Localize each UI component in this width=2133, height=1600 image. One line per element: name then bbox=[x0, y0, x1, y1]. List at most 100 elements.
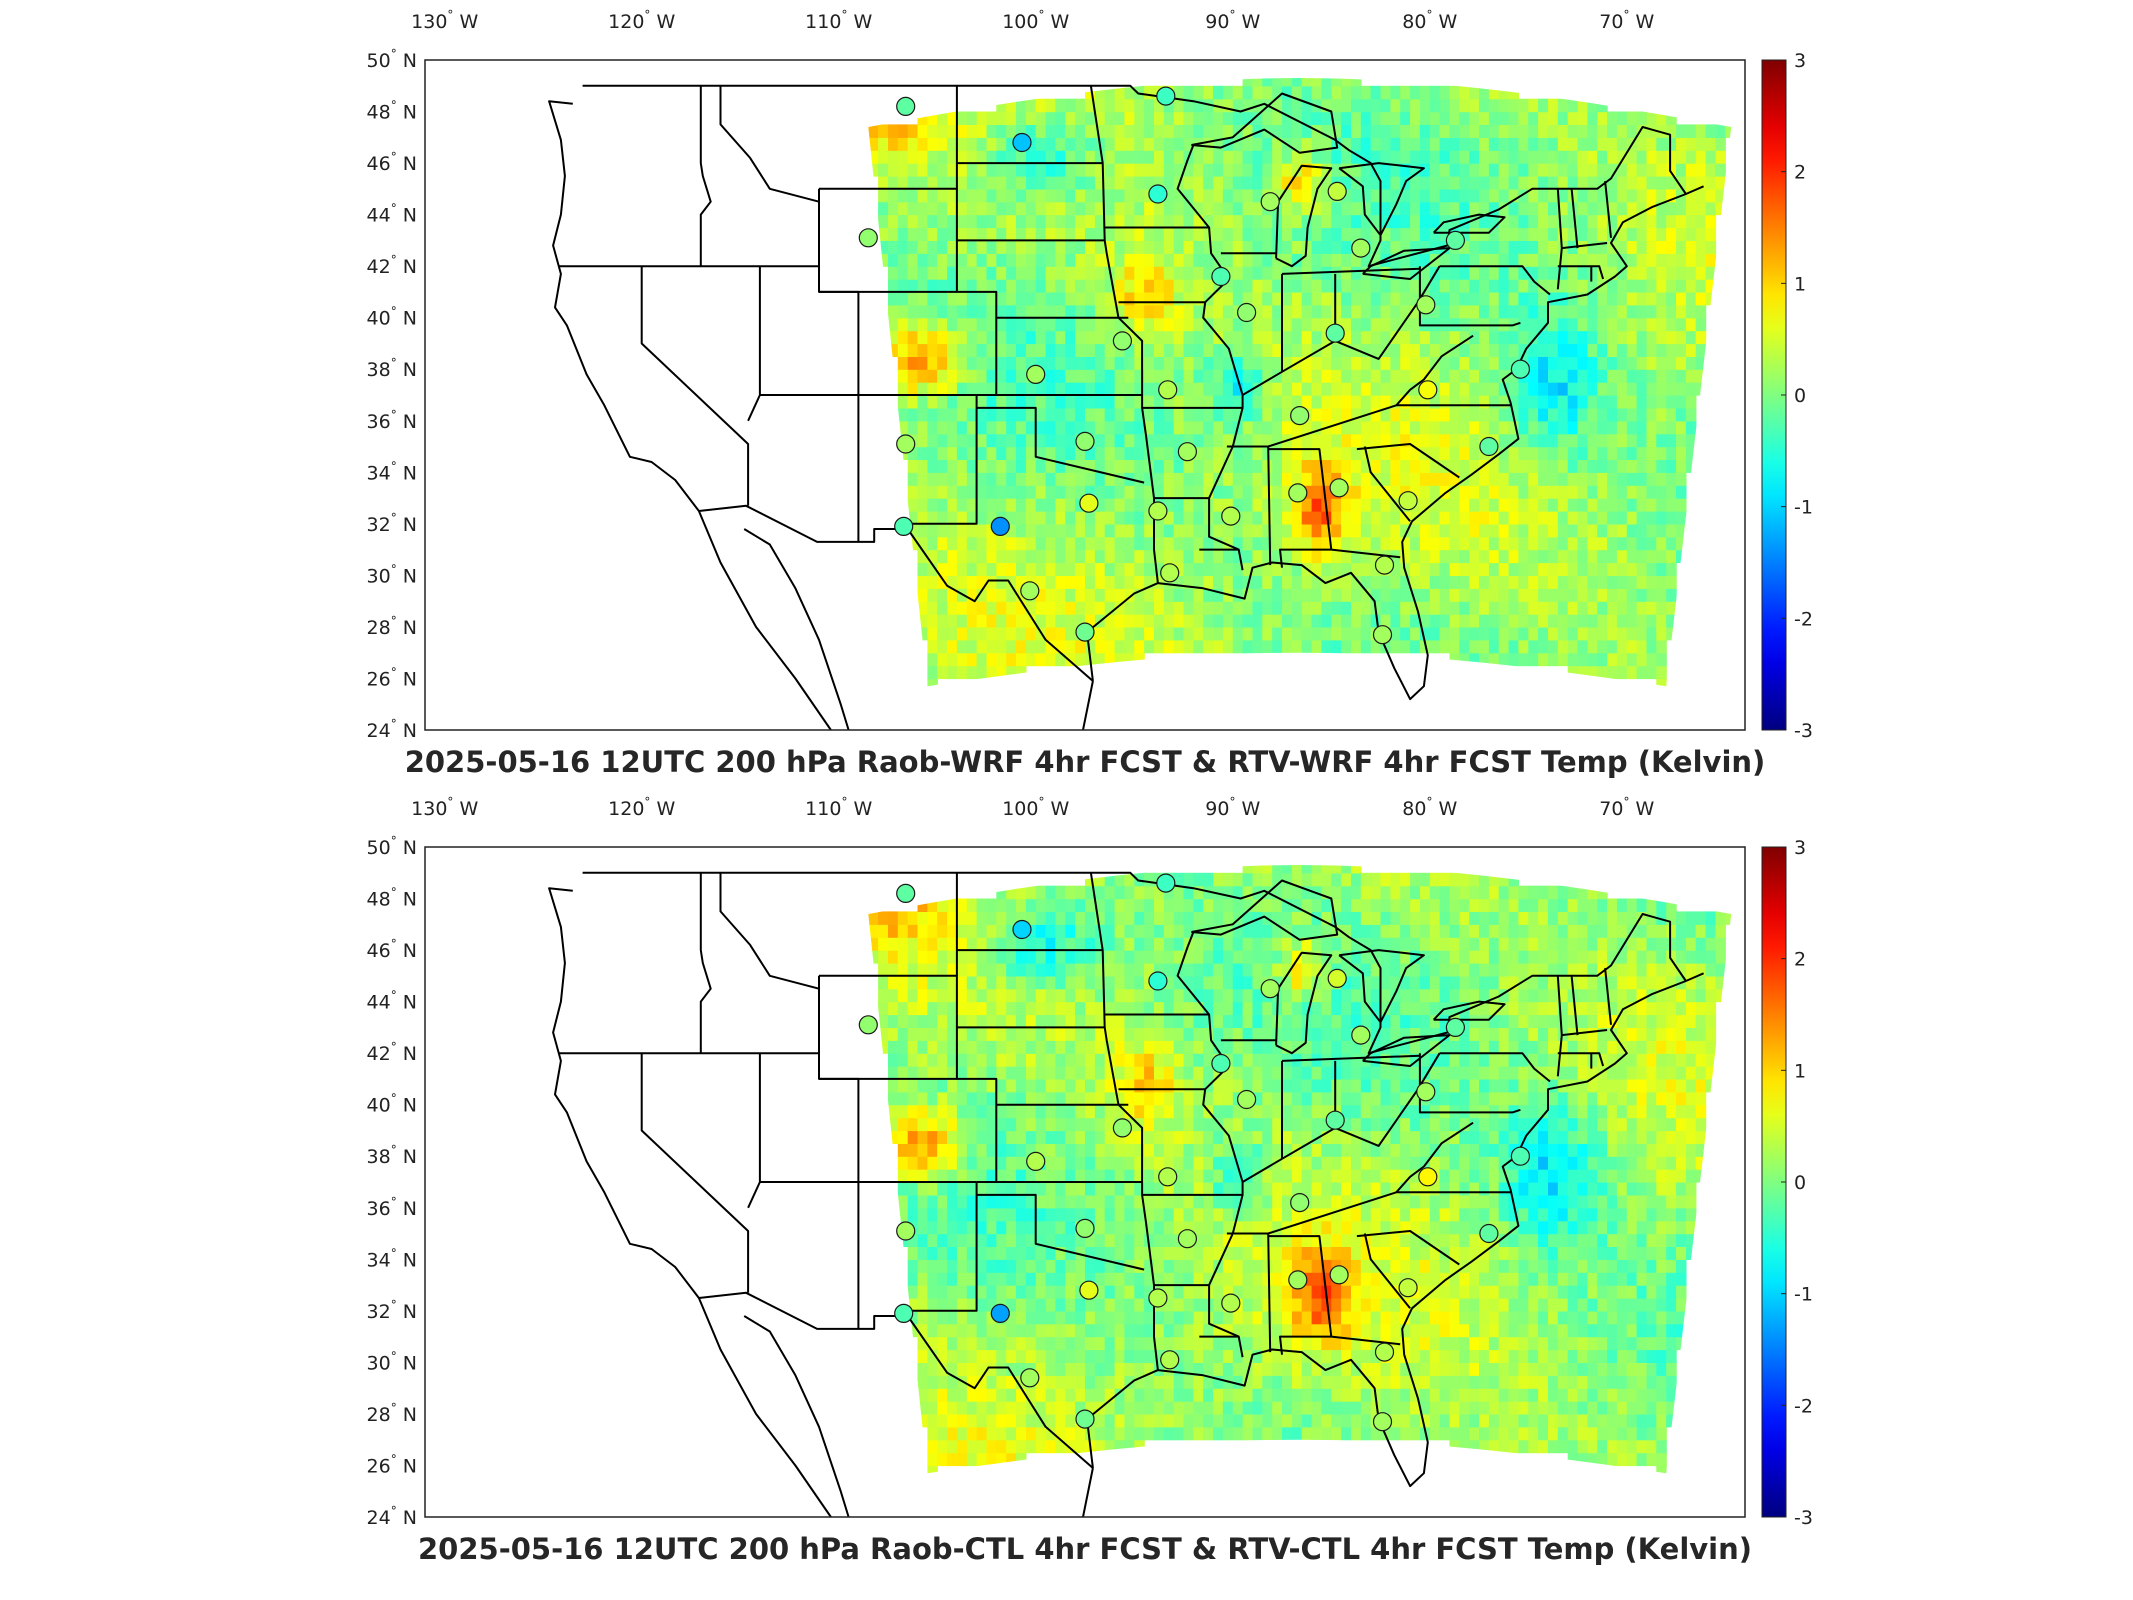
field-cell bbox=[1557, 395, 1569, 409]
field-cell bbox=[1607, 188, 1618, 203]
field-cell bbox=[1400, 536, 1411, 551]
field-cell bbox=[1557, 433, 1569, 448]
field-cell bbox=[1242, 549, 1254, 564]
field-cell bbox=[1607, 485, 1618, 499]
station-marker bbox=[1398, 491, 1418, 511]
field-cell bbox=[956, 1349, 968, 1363]
field-cell bbox=[1016, 1194, 1027, 1209]
field-cell bbox=[1400, 420, 1411, 435]
field-cell bbox=[1557, 549, 1569, 564]
field-cell bbox=[1508, 137, 1520, 151]
field-cell bbox=[1282, 291, 1293, 306]
field-cell bbox=[1183, 279, 1194, 293]
field-cell bbox=[1479, 266, 1490, 280]
field-cell bbox=[1341, 420, 1352, 435]
field-cell bbox=[1291, 111, 1303, 125]
field-cell bbox=[1331, 266, 1342, 280]
field-cell bbox=[1636, 382, 1648, 396]
field-cell bbox=[1538, 201, 1549, 216]
field-cell bbox=[1114, 188, 1126, 203]
field-cell bbox=[1124, 407, 1135, 422]
field-cell bbox=[1419, 523, 1431, 538]
field-cell bbox=[1055, 1426, 1066, 1441]
field-cell bbox=[1094, 291, 1106, 306]
field-cell bbox=[1183, 98, 1194, 113]
field-cell bbox=[1045, 1336, 1057, 1351]
field-cell bbox=[1479, 601, 1490, 615]
field-cell bbox=[1626, 382, 1638, 396]
field-cell bbox=[1341, 472, 1352, 486]
field-cell bbox=[1449, 266, 1460, 280]
field-cell bbox=[1597, 523, 1608, 538]
field-cell bbox=[1469, 588, 1480, 602]
field-cell bbox=[1016, 988, 1027, 1003]
field-cell bbox=[1075, 1091, 1086, 1106]
field-cell bbox=[1360, 459, 1372, 473]
field-cell bbox=[1193, 356, 1204, 370]
field-cell bbox=[1666, 382, 1677, 396]
field-cell bbox=[1025, 1285, 1037, 1299]
field-cell bbox=[1065, 1259, 1076, 1273]
field-cell bbox=[937, 1375, 948, 1389]
field-cell bbox=[1488, 420, 1500, 435]
field-cell bbox=[1380, 472, 1391, 486]
field-cell bbox=[996, 266, 1007, 280]
field-cell bbox=[1351, 601, 1362, 615]
field-cell bbox=[966, 1336, 978, 1351]
field-cell bbox=[1607, 459, 1618, 473]
field-cell bbox=[917, 1349, 928, 1363]
field-cell bbox=[956, 614, 968, 628]
field-cell bbox=[1676, 395, 1687, 409]
field-cell bbox=[1390, 85, 1401, 100]
field-cell bbox=[1429, 614, 1441, 628]
field-cell bbox=[1055, 1246, 1066, 1260]
field-cell bbox=[1242, 485, 1254, 499]
field-cell bbox=[1193, 601, 1204, 615]
field-cell bbox=[1065, 1375, 1076, 1389]
field-cell bbox=[1429, 124, 1441, 138]
field-cell bbox=[1282, 330, 1293, 345]
field-cell bbox=[897, 304, 909, 319]
field-cell bbox=[1065, 330, 1076, 345]
field-cell bbox=[1213, 575, 1224, 589]
field-cell bbox=[1459, 511, 1470, 525]
field-cell bbox=[1626, 356, 1638, 370]
field-cell bbox=[1469, 356, 1480, 370]
field-cell bbox=[1557, 214, 1569, 229]
field-cell bbox=[1085, 85, 1096, 100]
field-cell bbox=[1518, 407, 1529, 422]
field-cell bbox=[1045, 1156, 1057, 1170]
field-cell bbox=[917, 626, 928, 641]
field-cell bbox=[1498, 498, 1510, 512]
field-cell bbox=[907, 176, 919, 190]
field-cell bbox=[1163, 137, 1175, 151]
field-cell bbox=[1370, 575, 1382, 589]
field-cell bbox=[1242, 279, 1254, 293]
field-cell bbox=[1154, 924, 1165, 938]
field-cell bbox=[996, 1027, 1007, 1041]
field-cell bbox=[1429, 523, 1441, 538]
field-cell bbox=[1597, 176, 1608, 190]
field-cell bbox=[1114, 536, 1126, 551]
field-cell bbox=[1666, 588, 1677, 602]
field-cell bbox=[1311, 188, 1323, 203]
field-cell bbox=[966, 1310, 978, 1325]
field-cell bbox=[1597, 511, 1608, 525]
field-cell bbox=[1055, 1130, 1066, 1144]
field-cell bbox=[878, 1040, 889, 1054]
field-cell bbox=[1676, 214, 1687, 229]
field-cell bbox=[947, 1323, 958, 1338]
field-cell bbox=[888, 240, 899, 254]
field-cell bbox=[1666, 549, 1677, 564]
field-cell bbox=[1085, 356, 1096, 370]
field-cell bbox=[1163, 111, 1175, 125]
field-cell bbox=[1282, 588, 1293, 602]
field-cell bbox=[1656, 304, 1667, 319]
field-cell bbox=[1429, 227, 1441, 241]
field-cell bbox=[1025, 395, 1037, 409]
field-cell bbox=[1134, 369, 1145, 383]
field-cell bbox=[947, 485, 958, 499]
field-cell bbox=[1291, 523, 1303, 538]
lake-outline bbox=[1191, 92, 1339, 154]
field-cell bbox=[1252, 85, 1263, 100]
